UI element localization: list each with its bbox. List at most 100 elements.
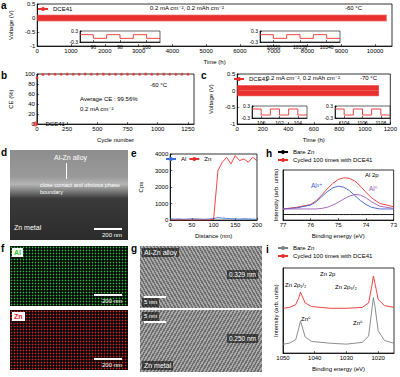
svg-text:Cycled 100 times with DCE41: Cycled 100 times with DCE41 [293,253,373,259]
svg-text:Binding energy (eV): Binding energy (eV) [312,366,365,372]
svg-text:0: 0 [35,126,39,132]
svg-text:-0.3: -0.3 [249,39,258,45]
svg-text:10340: 10340 [320,44,334,50]
svg-text:h: h [266,148,272,159]
svg-text:1000: 1000 [151,126,165,132]
svg-text:Zn 2p₁/₂: Zn 2p₁/₂ [285,282,307,288]
svg-text:100: 100 [209,222,220,228]
svg-text:CE (%): CE (%) [8,89,14,108]
svg-text:DCE41: DCE41 [53,6,73,12]
svg-text:Voltage (V): Voltage (V) [208,84,214,114]
svg-text:0.5: 0.5 [227,71,236,77]
svg-text:Bare Zn: Bare Zn [293,149,314,155]
svg-text:102: 102 [275,120,284,126]
svg-text:0.2 mA cm⁻²: 0.2 mA cm⁻² [80,106,114,112]
svg-text:2000: 2000 [98,48,112,54]
svg-text:0.2 mA cm⁻², 0.2 mAh cm⁻²: 0.2 mA cm⁻², 0.2 mAh cm⁻² [150,5,224,11]
svg-text:Zn: Zn [204,156,211,162]
svg-text:0: 0 [232,88,236,94]
svg-text:98: 98 [117,44,123,50]
svg-text:200: 200 [252,222,263,228]
svg-text:Al: Al [181,156,186,162]
svg-text:Intensity (arb. units): Intensity (arb. units) [273,169,279,222]
svg-text:0: 0 [169,222,173,228]
svg-text:0: 0 [32,15,36,21]
svg-text:e: e [131,148,137,159]
svg-text:-0.5: -0.5 [225,104,236,110]
svg-text:Cycled 100 times with DCE41: Cycled 100 times with DCE41 [293,157,373,163]
svg-text:Voltage (V): Voltage (V) [8,10,14,40]
svg-text:0.3: 0.3 [326,103,333,109]
svg-text:b: b [1,70,7,81]
svg-text:-70 °C: -70 °C [360,75,378,81]
svg-text:-60 °C: -60 °C [150,82,168,88]
svg-text:0.3: 0.3 [243,103,250,109]
svg-text:Cps: Cps [138,182,144,193]
svg-text:-0.3: -0.3 [241,115,250,121]
svg-text:600: 600 [309,126,320,132]
svg-text:3000: 3000 [155,168,169,174]
svg-text:77: 77 [280,222,287,228]
svg-text:-0.3: -0.3 [324,115,333,121]
svg-text:-60 °C: -60 °C [345,5,363,11]
svg-text:250: 250 [62,126,73,132]
svg-text:800: 800 [334,126,345,132]
svg-text:0: 0 [236,126,240,132]
svg-text:10338: 10338 [293,44,307,50]
svg-text:1104: 1104 [339,120,350,126]
svg-text:a: a [1,0,7,11]
svg-text:0.3: 0.3 [71,28,78,34]
svg-text:Average CE : 99.56%: Average CE : 99.56% [80,96,138,102]
svg-text:9000: 9000 [335,48,349,54]
svg-text:Time (h): Time (h) [204,59,226,65]
svg-text:1030: 1030 [340,355,354,361]
svg-text:4000: 4000 [155,151,169,157]
svg-text:Time (h): Time (h) [303,137,325,143]
svg-text:0: 0 [36,48,40,54]
svg-text:74: 74 [363,222,370,228]
svg-text:Bare Zn: Bare Zn [293,245,314,251]
svg-text:1000: 1000 [155,201,169,207]
svg-text:Cycle number: Cycle number [97,137,134,143]
svg-text:100: 100 [142,44,151,50]
svg-text:c: c [201,70,207,81]
svg-text:Intensity (arb. units): Intensity (arb. units) [273,284,279,337]
svg-text:0.3: 0.3 [251,28,258,34]
svg-text:Zn 2p: Zn 2p [320,271,336,277]
svg-text:500: 500 [92,126,103,132]
svg-text:1000: 1000 [64,48,78,54]
svg-text:5000: 5000 [199,48,213,54]
svg-text:Binding energy (eV): Binding energy (eV) [312,233,365,239]
svg-text:1020: 1020 [371,355,385,361]
svg-text:1108: 1108 [375,120,386,126]
svg-text:750: 750 [123,126,134,132]
svg-text:4000: 4000 [166,48,180,54]
svg-text:40: 40 [28,101,35,107]
svg-text:20: 20 [28,111,35,117]
svg-text:1250: 1250 [181,126,195,132]
svg-text:1040: 1040 [308,355,322,361]
svg-text:400: 400 [283,126,294,132]
svg-text:76: 76 [307,222,314,228]
svg-text:50: 50 [189,222,196,228]
svg-text:Zn 2p₃/₂: Zn 2p₃/₂ [335,284,357,290]
svg-text:Al 2p: Al 2p [365,172,379,178]
svg-text:150: 150 [230,222,241,228]
svg-text:10336: 10336 [266,44,280,50]
svg-text:200: 200 [258,126,269,132]
svg-text:10000: 10000 [367,48,384,54]
svg-text:75: 75 [335,222,342,228]
svg-text:1106: 1106 [357,120,368,126]
svg-text:Zn⁰: Zn⁰ [353,320,363,326]
svg-text:60: 60 [28,91,35,97]
svg-text:96: 96 [91,44,97,50]
svg-text:DCE41: DCE41 [46,121,66,127]
svg-text:-0.5: -0.5 [25,29,36,35]
svg-text:1000: 1000 [358,126,372,132]
svg-text:0.5: 0.5 [27,1,36,7]
svg-text:2000: 2000 [155,184,169,190]
svg-text:Distance (nm): Distance (nm) [195,233,232,239]
svg-text:Al⁰: Al⁰ [369,185,378,192]
svg-text:104: 104 [294,120,303,126]
svg-text:80: 80 [28,81,35,87]
